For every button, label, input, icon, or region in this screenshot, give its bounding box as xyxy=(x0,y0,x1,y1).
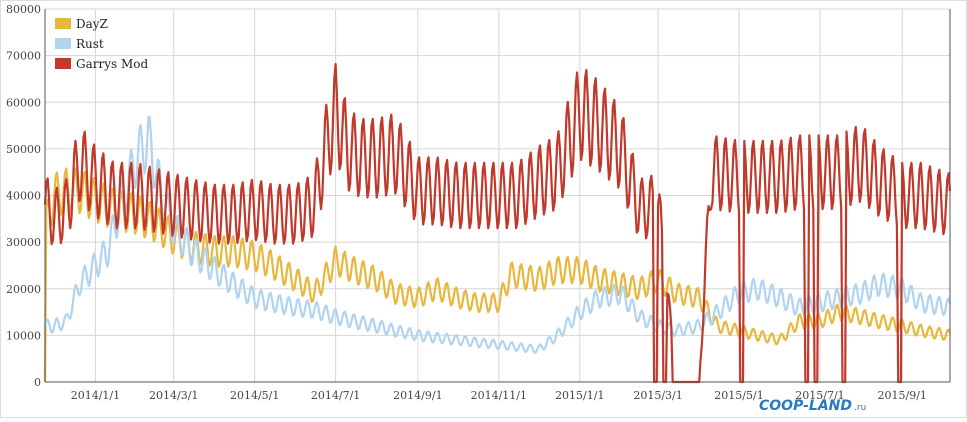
series-layer xyxy=(43,62,952,384)
legend-swatch-dayz xyxy=(55,18,71,29)
legend-swatch-garrys-mod xyxy=(55,58,71,69)
x-tick-label: 2014/9/1 xyxy=(393,389,442,402)
legend-swatch-rust xyxy=(55,38,71,49)
y-tick-label: 30000 xyxy=(6,236,41,249)
y-tick-label: 0 xyxy=(34,376,41,389)
x-tick-label: 2014/3/1 xyxy=(149,389,198,402)
x-tick-label: 2014/5/1 xyxy=(230,389,279,402)
series-line-garrys-mod xyxy=(43,62,952,384)
watermark: COOP-LAND .ru xyxy=(759,398,866,414)
y-tick-label: 80000 xyxy=(6,3,41,16)
x-tick-label: 2015/9/1 xyxy=(878,389,927,402)
x-tick-label: 2015/5/1 xyxy=(714,389,763,402)
watermark-text: COOP-LAND xyxy=(759,398,852,414)
y-tick-label: 50000 xyxy=(6,143,41,156)
y-tick-label: 60000 xyxy=(6,96,41,109)
legend: DayZ Rust Garrys Mod xyxy=(55,17,148,71)
y-tick-label: 10000 xyxy=(6,329,41,342)
y-tick-label: 70000 xyxy=(6,50,41,63)
watermark-suffix: .ru xyxy=(854,403,866,413)
legend-label-rust: Rust xyxy=(76,37,104,51)
x-tick-label: 2014/7/1 xyxy=(311,389,360,402)
series-line-dayz xyxy=(43,167,952,383)
x-tick-label: 2015/7/1 xyxy=(795,389,844,402)
x-tick-label: 2014/11/1 xyxy=(471,389,527,402)
legend-label-garrys-mod: Garrys Mod xyxy=(76,57,148,71)
series-line-rust xyxy=(43,115,952,354)
x-tick-label: 2015/3/1 xyxy=(633,389,682,402)
axes: 0 10000 20000 30000 40000 50000 60000 70000 8000… xyxy=(6,3,951,402)
y-tick-label: 40000 xyxy=(6,190,41,203)
x-tick-label: 2015/1/1 xyxy=(555,389,604,402)
x-tick-label: 2014/1/1 xyxy=(71,389,120,402)
y-tick-label: 20000 xyxy=(6,283,41,296)
legend-label-dayz: DayZ xyxy=(76,17,108,31)
